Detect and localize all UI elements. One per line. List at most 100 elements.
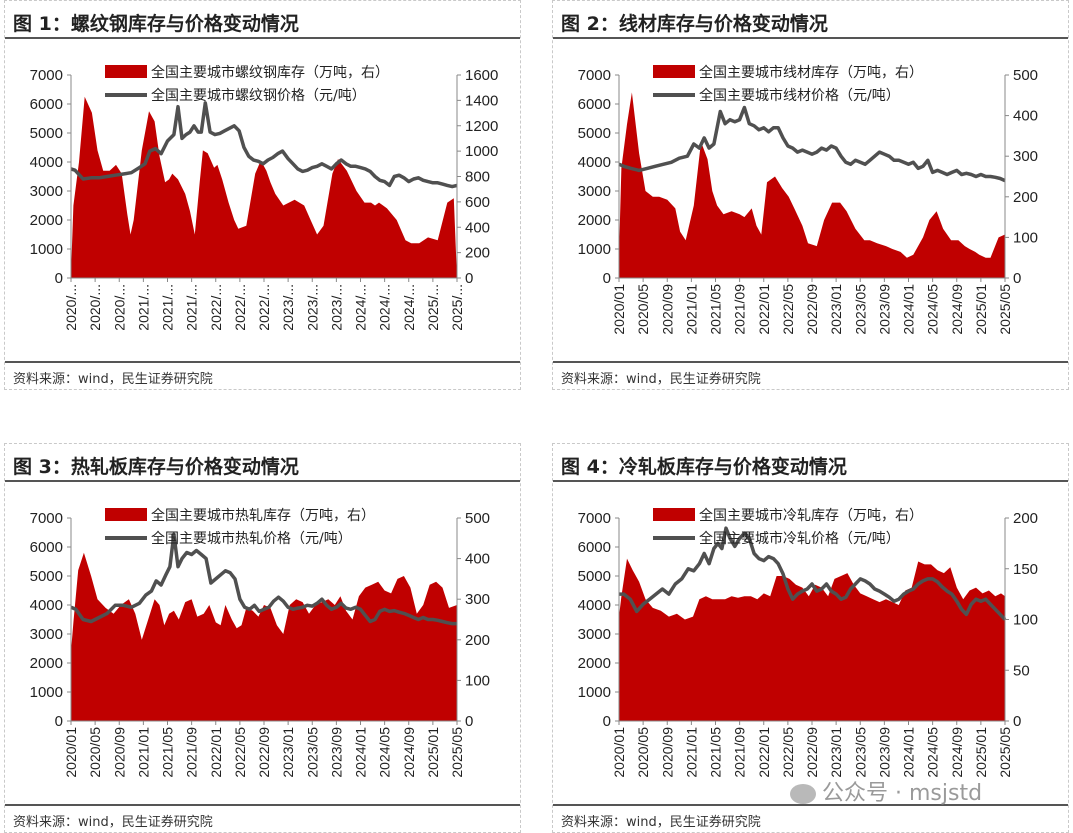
legend-price-label: 全国主要城市螺纹钢价格（元/吨） xyxy=(151,87,366,104)
x-tick-label: 2021/... xyxy=(184,284,200,331)
left-tick-label: 7000 xyxy=(30,510,63,527)
chart-svg: 0 1000 2000 3000 4000 5000 6000 7000 0 100 200 300 4… xyxy=(578,64,1038,335)
x-tick-label: 2021/... xyxy=(160,284,176,331)
legend-inventory-swatch xyxy=(653,508,695,521)
x-tick-label: 2023/01 xyxy=(280,727,296,778)
x-tick-label: 2023/... xyxy=(328,284,344,331)
x-tick-label: 2025/... xyxy=(449,284,465,331)
inventory-area xyxy=(619,558,1005,721)
right-tick-label: 200 xyxy=(465,632,490,649)
left-tick-label: 6000 xyxy=(30,96,63,113)
x-tick-label: 2022/05 xyxy=(232,727,248,778)
left-tick-label: 1000 xyxy=(30,684,63,701)
left-tick-label: 4000 xyxy=(578,597,611,614)
chart-svg: 0 1000 2000 3000 4000 5000 6000 7000 0 50 100 150 20… xyxy=(578,507,1038,778)
right-tick-label: 300 xyxy=(465,591,490,608)
x-tick-label: 2020/09 xyxy=(659,727,675,778)
x-tick-label: 2021/01 xyxy=(683,284,699,335)
left-tick-label: 2000 xyxy=(30,655,63,672)
x-tick-label: 2022/09 xyxy=(256,727,272,778)
x-tick-label: 2020/09 xyxy=(659,284,675,335)
x-tick-label: 2020/05 xyxy=(87,727,103,778)
x-tick-label: 2025/05 xyxy=(997,284,1013,335)
x-tick-label: 2022/09 xyxy=(804,727,820,778)
x-tick-label: 2024/01 xyxy=(901,727,917,778)
x-tick-label: 2020/05 xyxy=(635,284,651,335)
legend-price: 全国主要城市冷轧价格（元/吨） xyxy=(653,530,900,547)
left-tick-label: 0 xyxy=(55,713,63,730)
left-tick-label: 2000 xyxy=(30,212,63,229)
left-tick-label: 0 xyxy=(603,713,611,730)
x-tick-label: 2022/01 xyxy=(208,727,224,778)
legend-price-label: 全国主要城市冷轧价格（元/吨） xyxy=(699,530,900,547)
left-tick-label: 7000 xyxy=(578,510,611,527)
watermark: 公众号 · msjstd xyxy=(790,775,982,807)
x-tick-label: 2023/09 xyxy=(876,284,892,335)
left-tick-label: 1000 xyxy=(578,684,611,701)
inventory-area xyxy=(619,92,1005,279)
x-tick-label: 2020/05 xyxy=(635,727,651,778)
legend-inventory-swatch xyxy=(105,65,147,78)
panel-title: 图 1：螺纹钢库存与价格变动情况 xyxy=(5,1,520,39)
x-tick-label: 2022/05 xyxy=(780,284,796,335)
right-tick-label: 200 xyxy=(1013,510,1038,527)
right-tick-label: 100 xyxy=(1013,612,1038,629)
panel-source: 资料来源：wind，民生证券研究院 xyxy=(553,361,1068,389)
x-tick-label: 2021/09 xyxy=(184,727,200,778)
right-tick-label: 100 xyxy=(1013,229,1038,246)
watermark-text: 公众号 · msjstd xyxy=(822,781,983,806)
price-line xyxy=(70,532,457,626)
right-tick-label: 800 xyxy=(465,169,490,186)
x-tick-label: 2021/09 xyxy=(732,284,748,335)
right-tick-label: 0 xyxy=(465,713,473,730)
chart-panel-1: 图 1：螺纹钢库存与价格变动情况 0 1000 2000 3000 4000 5000 60… xyxy=(4,0,521,390)
left-tick-label: 7000 xyxy=(578,67,611,84)
x-tick-label: 2022/01 xyxy=(756,284,772,335)
legend-inventory: 全国主要城市线材库存（万吨，右） xyxy=(653,64,923,81)
left-tick-label: 4000 xyxy=(578,154,611,171)
x-tick-label: 2021/01 xyxy=(135,727,151,778)
right-tick-label: 400 xyxy=(465,551,490,568)
x-tick-label: 2023/09 xyxy=(328,727,344,778)
x-tick-label: 2023/01 xyxy=(828,727,844,778)
x-tick-label: 2023/... xyxy=(280,284,296,331)
right-tick-label: 0 xyxy=(1013,713,1021,730)
x-tick-label: 2020/01 xyxy=(63,727,79,778)
left-tick-label: 2000 xyxy=(578,655,611,672)
right-tick-label: 200 xyxy=(1013,189,1038,206)
x-tick-label: 2021/05 xyxy=(160,727,176,778)
x-tick-label: 2022/05 xyxy=(780,727,796,778)
panel-title: 图 2：线材库存与价格变动情况 xyxy=(553,1,1068,39)
left-tick-label: 5000 xyxy=(578,568,611,585)
legend-price: 全国主要城市线材价格（元/吨） xyxy=(653,87,900,104)
left-tick-label: 5000 xyxy=(578,125,611,142)
x-tick-label: 2022/... xyxy=(232,284,248,331)
right-tick-label: 500 xyxy=(1013,67,1038,84)
x-tick-label: 2024/... xyxy=(353,284,369,331)
legend-inventory-label: 全国主要城市螺纹钢库存（万吨，右） xyxy=(151,64,389,81)
x-tick-label: 2024/09 xyxy=(401,727,417,778)
legend-price: 全国主要城市螺纹钢价格（元/吨） xyxy=(105,87,366,104)
chart-panel-3: 图 3：热轧板库存与价格变动情况 0 1000 2000 3000 4000 5000 60… xyxy=(4,443,521,833)
right-tick-label: 0 xyxy=(1013,270,1021,287)
wechat-icon xyxy=(790,784,816,804)
right-tick-label: 400 xyxy=(1013,108,1038,125)
x-tick-label: 2024/01 xyxy=(353,727,369,778)
x-tick-label: 2023/... xyxy=(304,284,320,331)
right-tick-label: 1200 xyxy=(465,118,498,135)
left-tick-label: 4000 xyxy=(30,597,63,614)
x-tick-label: 2022/09 xyxy=(804,284,820,335)
right-tick-label: 600 xyxy=(465,194,490,211)
x-tick-label: 2024/05 xyxy=(377,727,393,778)
legend-inventory-label: 全国主要城市冷轧库存（万吨，右） xyxy=(699,507,923,524)
x-tick-label: 2022/01 xyxy=(756,727,772,778)
chart-svg: 0 1000 2000 3000 4000 5000 6000 7000 0 200 400 600 8… xyxy=(30,64,499,331)
chart-panel-4: 图 4：冷轧板库存与价格变动情况 0 1000 2000 3000 4000 5000 60… xyxy=(552,443,1069,833)
left-tick-label: 1000 xyxy=(30,241,63,258)
x-tick-label: 2024/05 xyxy=(925,284,941,335)
x-tick-label: 2024/01 xyxy=(901,284,917,335)
x-tick-label: 2025/01 xyxy=(973,284,989,335)
right-tick-label: 300 xyxy=(1013,148,1038,165)
inventory-area xyxy=(71,552,457,721)
x-tick-label: 2024/... xyxy=(377,284,393,331)
